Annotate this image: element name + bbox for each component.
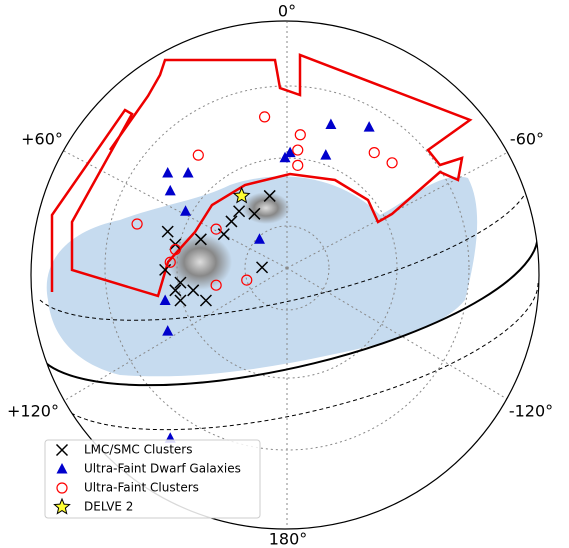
angle-label: +120° — [7, 402, 59, 421]
legend: LMC/SMC Clusters Ultra-Faint Dwarf Galaxi… — [44, 439, 261, 519]
dwarf-marker — [279, 151, 291, 163]
cluster-circle-marker — [292, 144, 304, 156]
cluster-marker — [233, 205, 246, 218]
angle-label: -60° — [510, 130, 544, 149]
cluster-circle-marker — [169, 243, 181, 256]
cluster-circle-marker — [241, 274, 253, 286]
cluster-marker — [225, 215, 238, 228]
map-layers — [35, 22, 539, 528]
cluster-circle-marker — [259, 111, 271, 123]
cluster-marker — [263, 189, 276, 202]
cluster-circle-marker — [131, 218, 143, 230]
cluster-circle-marker — [164, 256, 176, 268]
cluster-marker — [159, 263, 172, 276]
dwarf-marker — [320, 149, 332, 160]
points — [131, 111, 398, 443]
dwarf-marker — [182, 167, 194, 178]
angle-label: 180° — [269, 530, 308, 548]
star-marker — [232, 186, 251, 204]
lmc — [168, 234, 232, 290]
dwarf-marker — [162, 167, 174, 178]
dwarf-marker — [56, 463, 68, 474]
cluster-marker — [217, 228, 230, 241]
cluster-marker — [161, 225, 174, 238]
legend-label: LMC/SMC Clusters — [84, 443, 192, 457]
cluster-marker — [174, 294, 187, 307]
cluster-marker — [187, 284, 200, 297]
dwarf-marker — [180, 205, 192, 216]
dwarf-marker — [325, 118, 337, 130]
cluster-marker — [248, 207, 261, 220]
great-circle-dashed — [54, 281, 539, 431]
great-circle-dashed — [39, 181, 531, 321]
cluster-marker — [256, 261, 269, 274]
legend-label: DELVE 2 — [84, 500, 133, 514]
cluster-circle-marker — [210, 223, 222, 235]
graticule — [61, 22, 513, 528]
cluster-circle-marker — [210, 279, 222, 291]
footprint — [46, 176, 478, 377]
cluster-marker — [174, 276, 187, 289]
dwarf-marker — [162, 325, 174, 336]
cluster-marker — [194, 233, 207, 246]
smc — [242, 192, 290, 224]
angle-label: +60° — [21, 130, 63, 149]
dwarf-marker — [363, 121, 375, 132]
angle-label: 0° — [278, 2, 296, 21]
dwarf-marker — [284, 146, 296, 158]
legend-label: Ultra-Faint Clusters — [84, 481, 199, 495]
cluster-circle-marker — [386, 157, 398, 169]
legend-box — [44, 439, 261, 519]
cluster-circle-marker — [56, 482, 68, 494]
cluster-circle-marker — [294, 129, 306, 141]
star-marker — [53, 497, 71, 515]
cluster-marker — [55, 443, 69, 457]
cluster-marker — [169, 284, 182, 297]
footprint-outline — [50, 53, 473, 298]
cluster-marker — [199, 294, 212, 307]
dwarf-marker — [159, 294, 171, 305]
legend-label: Ultra-Faint Dwarf Galaxies — [84, 462, 241, 476]
cluster-circle-marker — [368, 147, 380, 159]
cluster-circle-marker — [292, 159, 304, 171]
angle-label: -120° — [509, 402, 553, 421]
dwarf-marker — [254, 233, 265, 244]
dwarf-marker — [164, 184, 176, 196]
sphere-edge — [30, 20, 540, 530]
cluster-circle-marker — [192, 149, 204, 161]
great-circle — [35, 227, 539, 387]
